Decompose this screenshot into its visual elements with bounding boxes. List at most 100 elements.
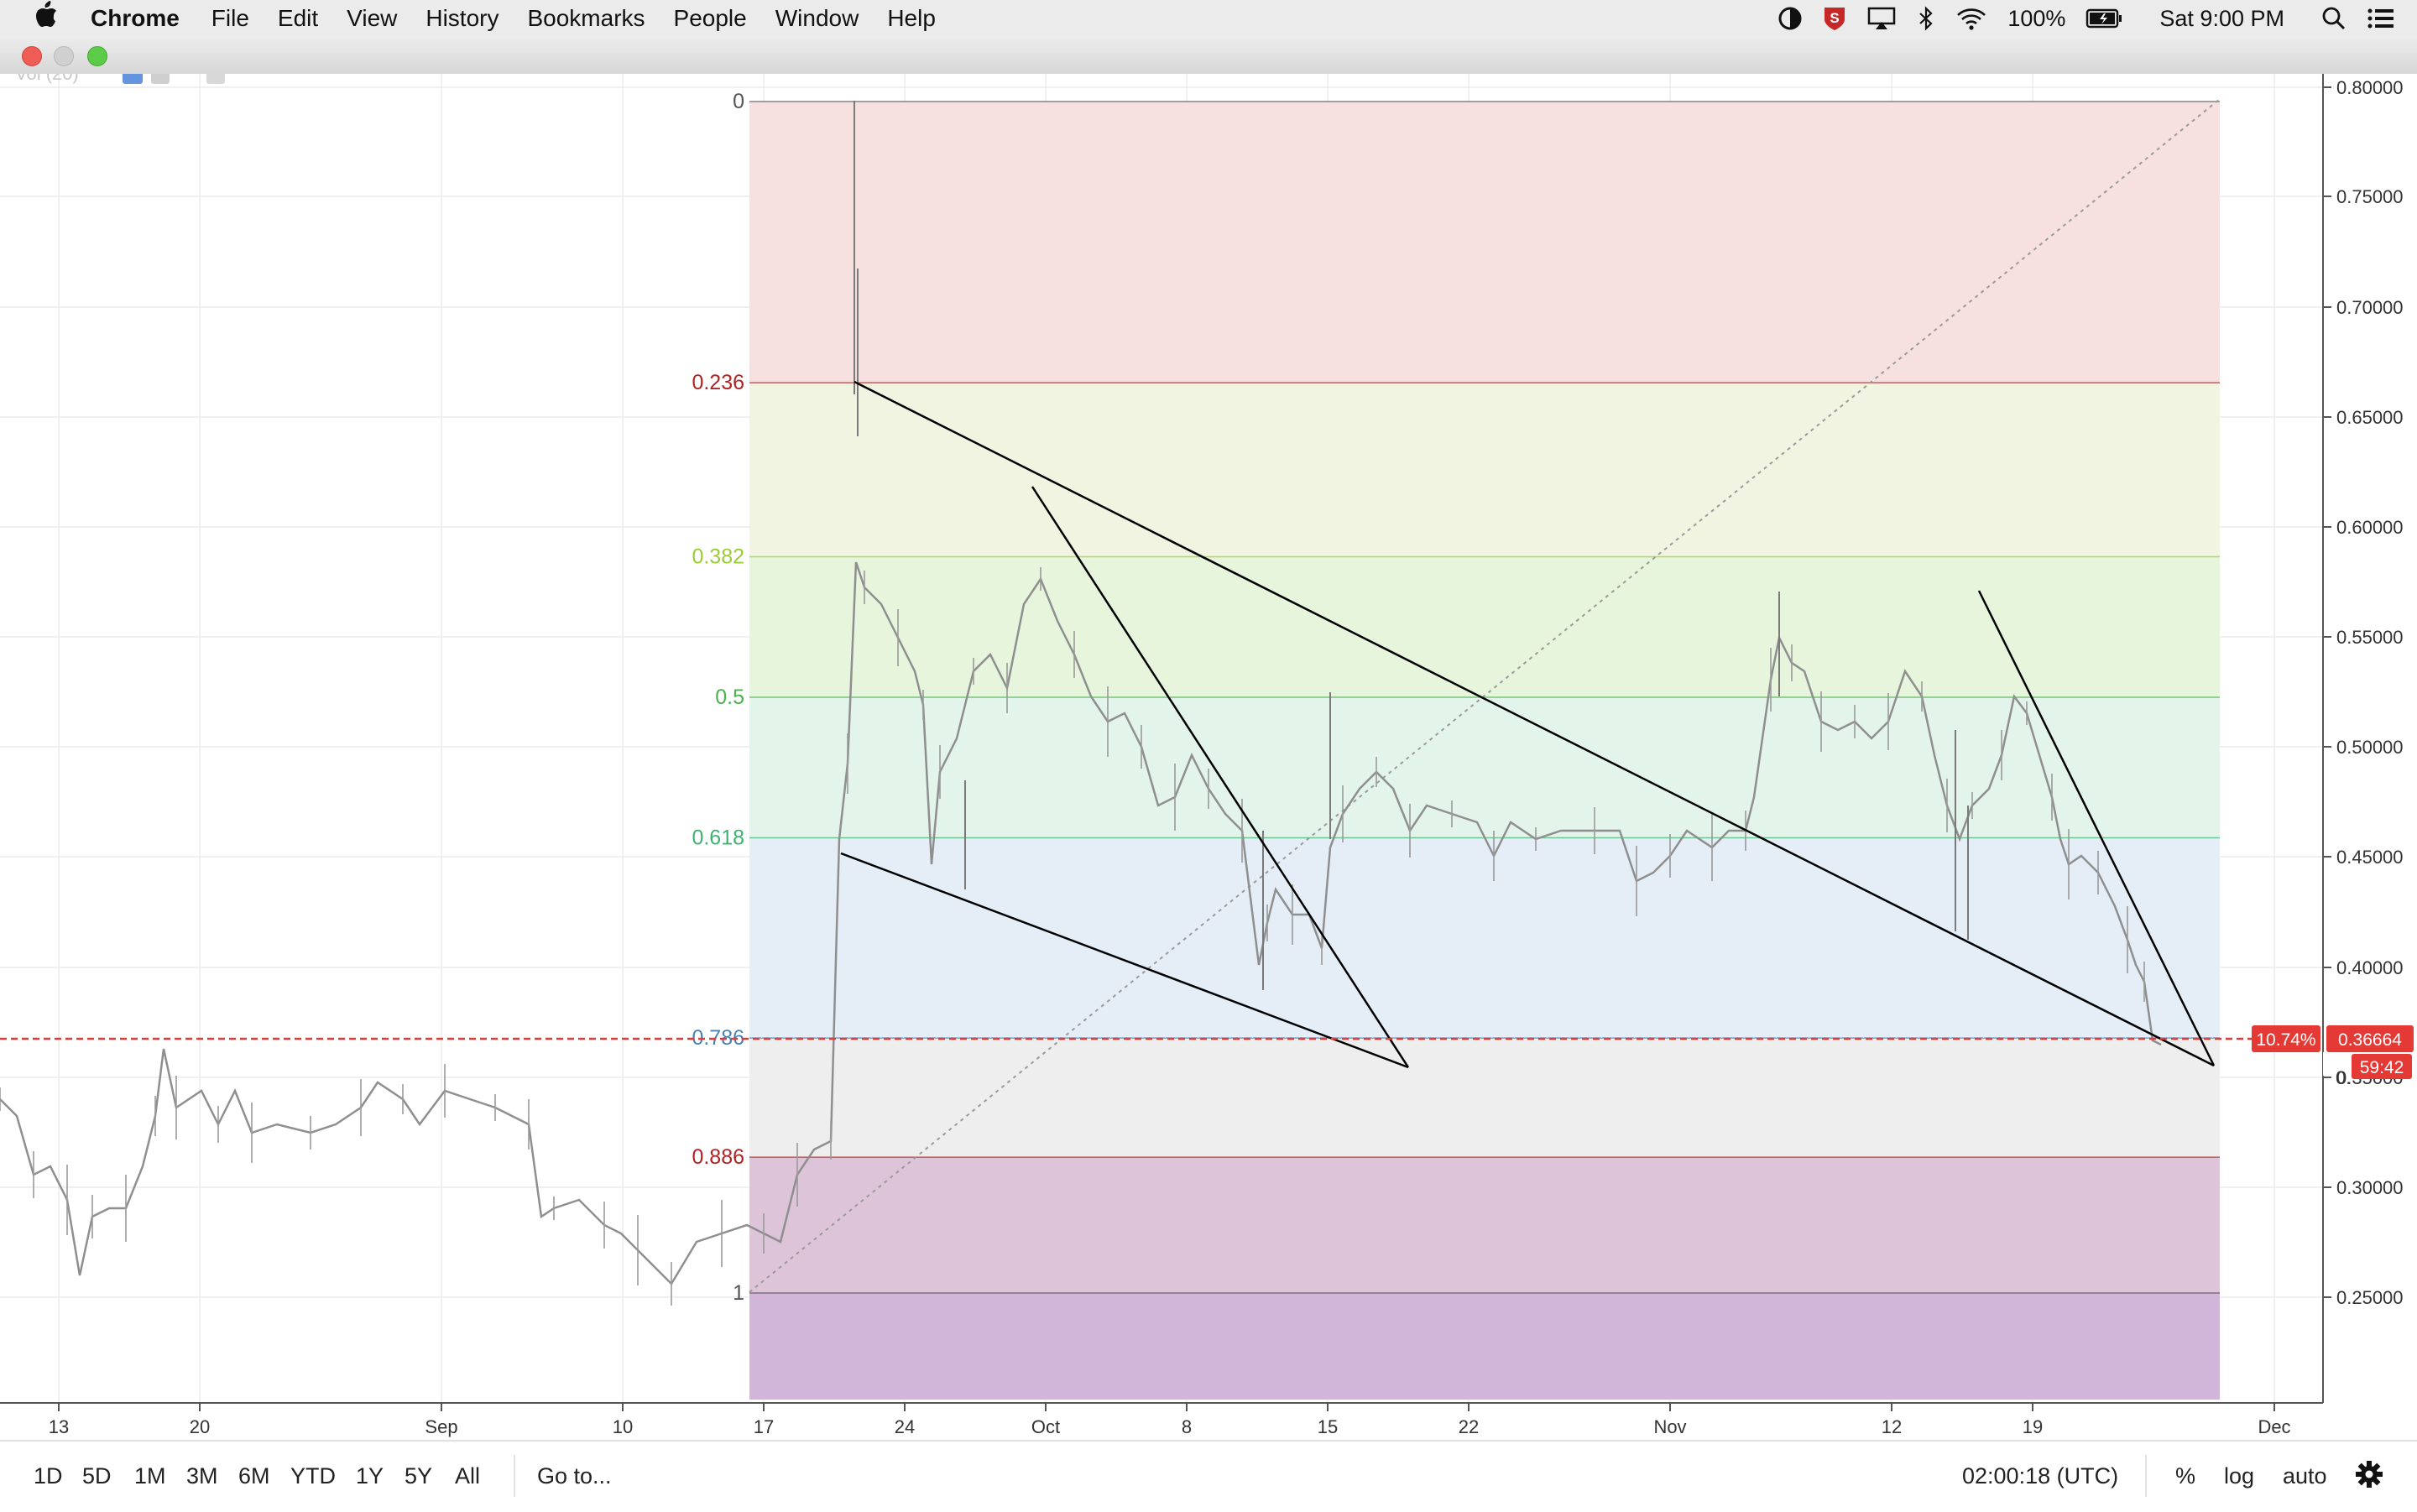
goto-button[interactable]: Go to... xyxy=(537,1463,612,1489)
shield-icon[interactable]: S xyxy=(1823,6,1846,31)
indicator-visible-checkbox[interactable] xyxy=(123,65,143,84)
timeframe-6m[interactable]: 6M xyxy=(238,1463,270,1489)
change-badge: 10.74% xyxy=(2252,1025,2320,1052)
price-tick-label: 0.50000 xyxy=(2336,737,2404,758)
price-badge: 0.36664 xyxy=(2326,1025,2414,1052)
price-axis-partial-label: 0. xyxy=(2336,1067,2351,1088)
fib-level-label: 0.236 xyxy=(692,371,744,394)
trendline-upper-long[interactable] xyxy=(854,380,2215,1067)
fib-zone xyxy=(749,1157,2220,1293)
price-tick-label: 0.45000 xyxy=(2336,847,2404,868)
timeframe-all[interactable]: All xyxy=(455,1463,481,1489)
time-tick-label: 12 xyxy=(1882,1416,1902,1437)
bottom-toolbar: 1D 5D 1M 3M 6M YTD 1Y 5Y All Go to... 02… xyxy=(0,1440,2417,1512)
menu-bar: Chrome File Edit View History Bookmarks … xyxy=(0,0,2417,38)
fib-zone xyxy=(749,1038,2220,1158)
indicator-close-icon[interactable] xyxy=(206,65,225,84)
time-tick-label: Oct xyxy=(1031,1416,1060,1437)
timeframe-ytd[interactable]: YTD xyxy=(290,1463,336,1489)
gear-icon[interactable] xyxy=(2355,1460,2383,1494)
time-tick-label: 19 xyxy=(2023,1416,2043,1437)
time-tick-label: 17 xyxy=(754,1416,774,1437)
auto-toggle[interactable]: auto xyxy=(2283,1463,2327,1489)
fib-zone xyxy=(749,837,2220,1039)
time-tick-label: 20 xyxy=(190,1416,210,1437)
battery-percent: 100% xyxy=(2007,5,2066,31)
utc-time[interactable]: 02:00:18 (UTC) xyxy=(1962,1463,2119,1489)
time-tick-label: Sep xyxy=(425,1416,457,1437)
battery-icon[interactable] xyxy=(2086,6,2122,31)
fib-level-label: 1 xyxy=(733,1281,744,1305)
zoom-button[interactable] xyxy=(87,46,107,66)
menu-edit[interactable]: Edit xyxy=(277,5,319,31)
fib-zones xyxy=(749,102,2220,1400)
price-tick-label: 0.65000 xyxy=(2336,407,2404,428)
toolbar-separator xyxy=(514,1455,515,1497)
airplay-icon[interactable] xyxy=(1866,6,1897,31)
price-tick-label: 0.75000 xyxy=(2336,186,2404,207)
apple-icon[interactable] xyxy=(34,0,67,37)
log-toggle[interactable]: log xyxy=(2224,1463,2255,1489)
menu-history[interactable]: History xyxy=(425,5,499,31)
trendline-left-steep[interactable] xyxy=(1031,486,1410,1068)
time-tick-label: 15 xyxy=(1318,1416,1338,1437)
price-tick-label: 0.40000 xyxy=(2336,957,2404,978)
fib-zone xyxy=(749,383,2220,557)
list-icon[interactable] xyxy=(2367,6,2395,31)
toolbar-separator xyxy=(2145,1455,2147,1497)
time-tick-label: 13 xyxy=(49,1416,69,1437)
menu-people[interactable]: People xyxy=(673,5,747,31)
countdown-badge: 0. 59:42 xyxy=(2323,1052,2412,1088)
price-tick-label: 0.80000 xyxy=(2336,77,2404,98)
minimize-button[interactable] xyxy=(54,46,74,66)
trendline-right-steep[interactable] xyxy=(1977,590,2216,1066)
menu-app-name[interactable]: Chrome xyxy=(91,5,180,31)
percent-toggle[interactable]: % xyxy=(2175,1463,2196,1489)
fib-level-label: 0.886 xyxy=(692,1145,744,1169)
fib-zone xyxy=(749,1293,2220,1400)
timeframe-5d[interactable]: 5D xyxy=(82,1463,112,1489)
price-tick-label: 0.60000 xyxy=(2336,517,2404,538)
time-tick-label: Nov xyxy=(1653,1416,1686,1437)
wifi-icon[interactable] xyxy=(1955,6,1987,31)
bluetooth-icon[interactable] xyxy=(1917,6,1935,31)
status-area: S 100% Sat 9:00 PM xyxy=(1778,0,2395,37)
menu-bookmarks[interactable]: Bookmarks xyxy=(527,5,645,31)
timeframe-1d[interactable]: 1D xyxy=(34,1463,63,1489)
close-button[interactable] xyxy=(22,46,42,66)
menu-help[interactable]: Help xyxy=(887,5,936,31)
window-titlebar xyxy=(0,37,2417,75)
bar-countdown: 59:42 xyxy=(2360,1058,2404,1077)
menubar-clock[interactable]: Sat 9:00 PM xyxy=(2159,5,2284,31)
candles xyxy=(0,101,2162,1306)
time-tick-label: 8 xyxy=(1182,1416,1192,1437)
time-tick-label: Dec xyxy=(2258,1416,2290,1437)
indicator-settings-icon[interactable] xyxy=(151,65,170,84)
price-tick-label: 0.70000 xyxy=(2336,297,2404,318)
fib-zone xyxy=(749,102,2220,383)
current-price: 0.36664 xyxy=(2338,1030,2402,1050)
timeframe-3m[interactable]: 3M xyxy=(186,1463,218,1489)
price-axis[interactable]: 0.80000 0.75000 0.70000 0.65000 0.60000 0.550… xyxy=(2323,77,2404,1308)
search-icon[interactable] xyxy=(2321,6,2347,31)
svg-text:S: S xyxy=(1830,10,1840,26)
trendlines[interactable] xyxy=(840,380,2216,1069)
menu-file[interactable]: File xyxy=(211,5,249,31)
time-axis[interactable]: 13 20 Sep 10 17 24 Oct 8 15 22 Nov 12 19 Dec xyxy=(49,1403,2291,1437)
menu-window[interactable]: Window xyxy=(775,5,859,31)
time-tick-label: 22 xyxy=(1459,1416,1479,1437)
dark-mode-icon[interactable] xyxy=(1778,6,1803,31)
trendline-left-lower[interactable] xyxy=(840,852,1409,1069)
fib-zone xyxy=(749,556,2220,697)
timeframe-1y[interactable]: 1Y xyxy=(356,1463,384,1489)
price-tick-label: 0.30000 xyxy=(2336,1177,2404,1198)
timeframe-1m[interactable]: 1M xyxy=(134,1463,166,1489)
timeframe-5y[interactable]: 5Y xyxy=(405,1463,433,1489)
indicator-label[interactable]: Vol (20) xyxy=(15,63,79,84)
fib-level-label: 0.382 xyxy=(692,545,744,568)
menu-view[interactable]: View xyxy=(347,5,398,31)
fib-diagonal xyxy=(749,98,2221,1293)
price-tick-label: 0.55000 xyxy=(2336,627,2404,648)
